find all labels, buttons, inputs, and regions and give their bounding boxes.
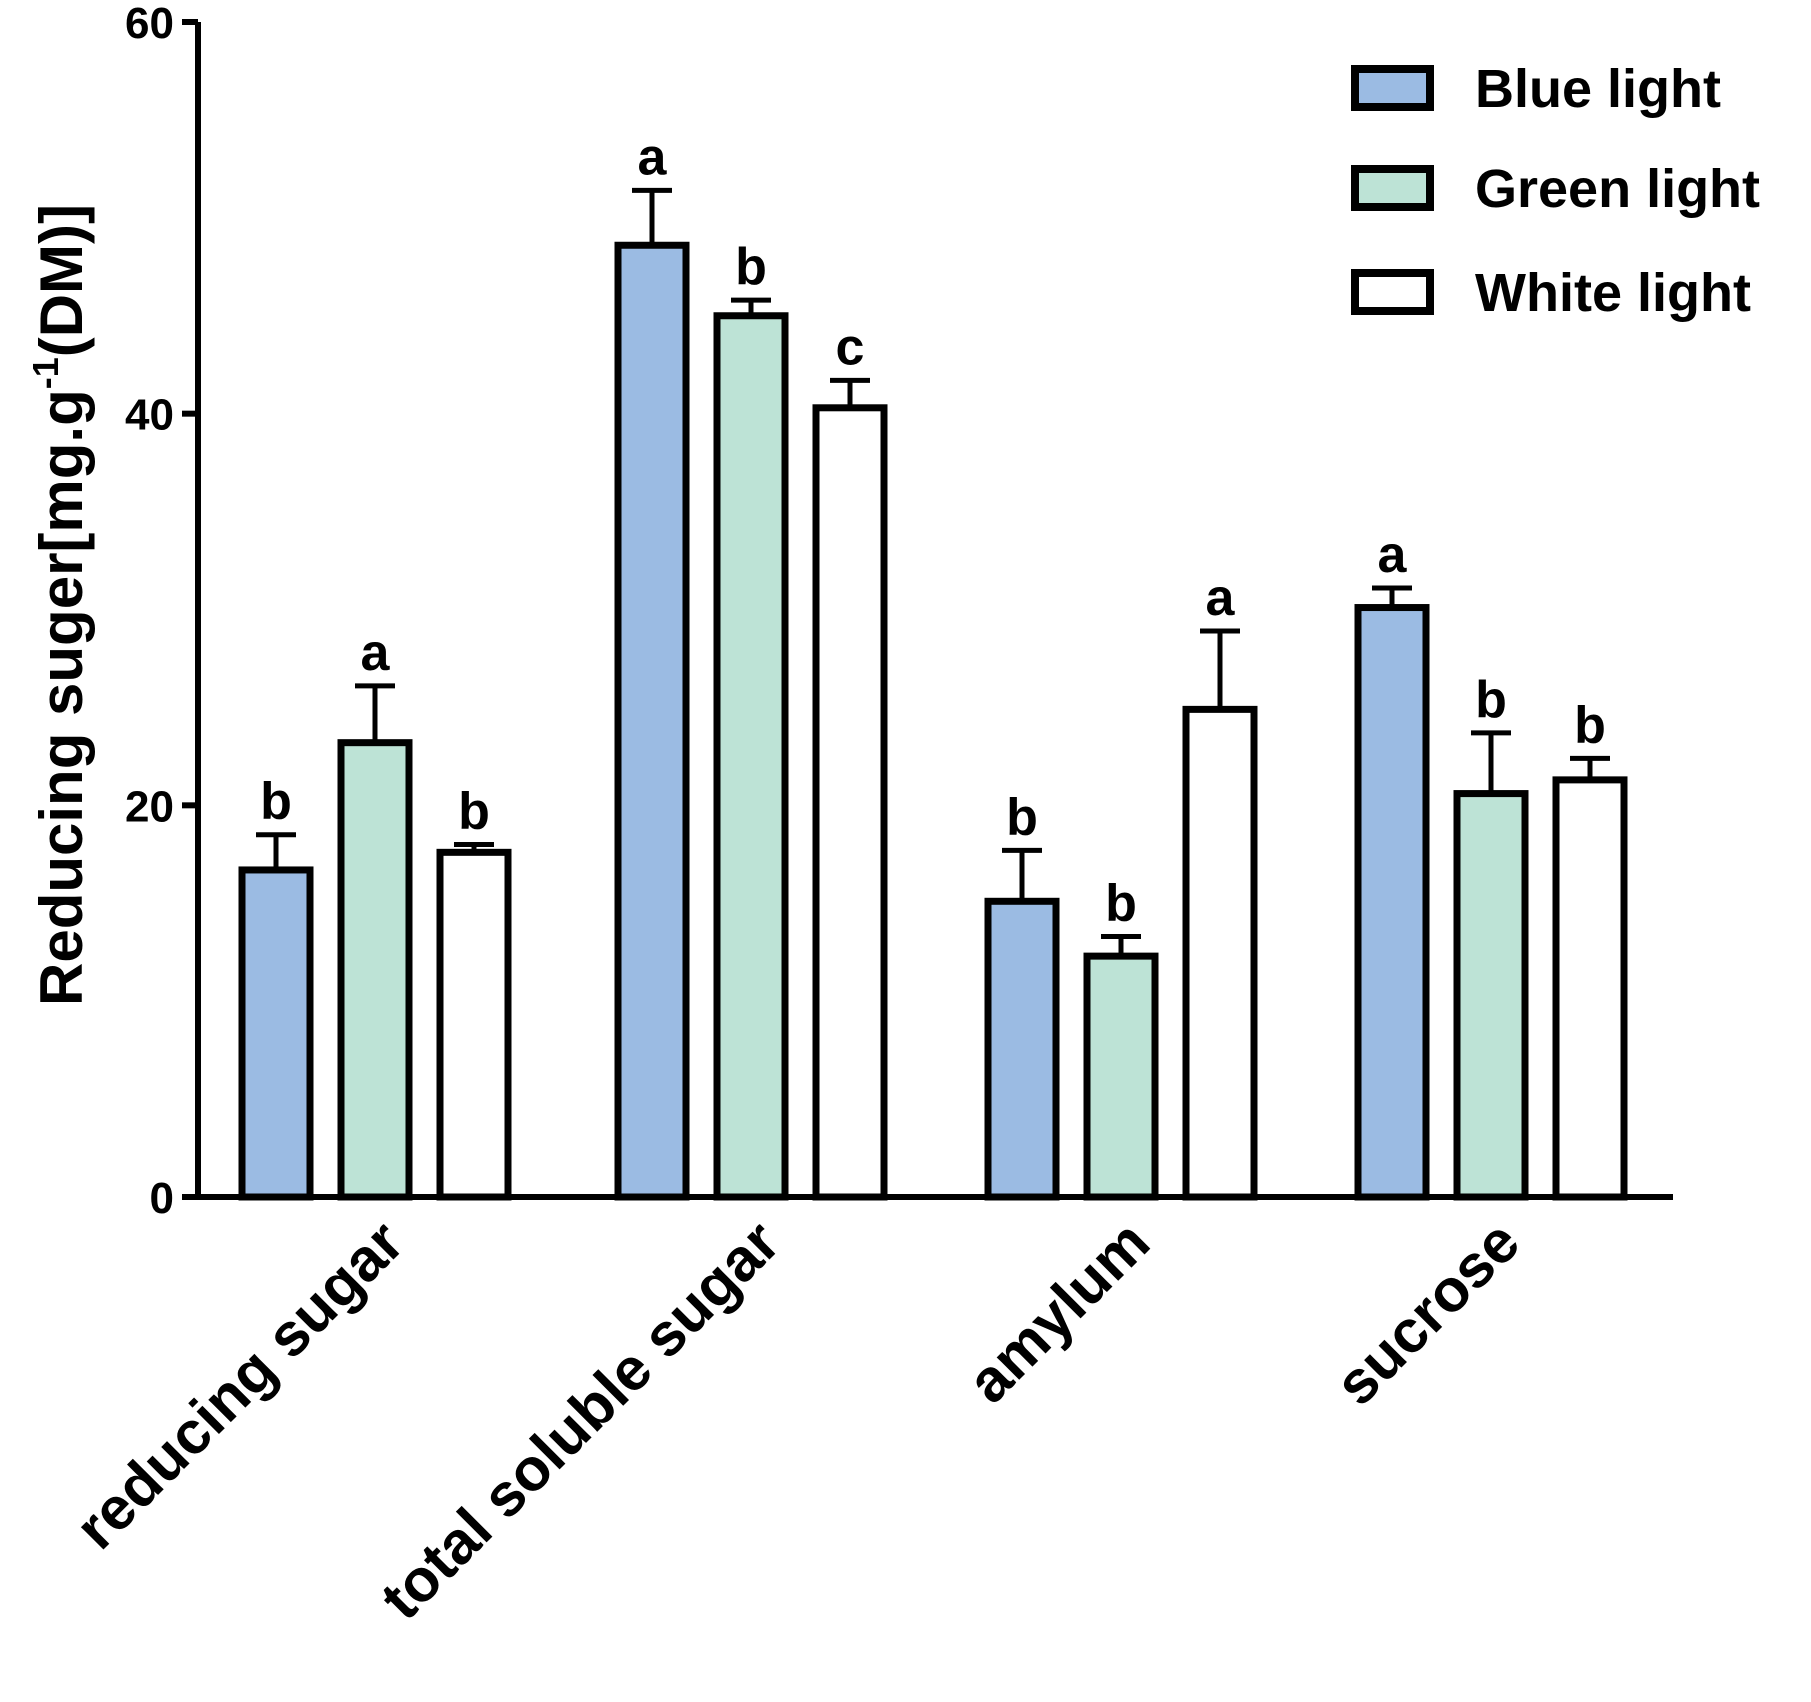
legend-label: Green light	[1475, 159, 1760, 219]
y-axis-label: Reducing suger[mg.g-1(DM)]	[25, 204, 95, 1006]
bar	[1453, 790, 1529, 1201]
significance-letter: c	[836, 318, 865, 376]
bar	[812, 404, 888, 1201]
significance-letter: b	[1475, 671, 1507, 729]
bar	[436, 848, 512, 1201]
significance-letter: a	[1378, 526, 1408, 584]
y-tick-label: 0	[150, 1174, 174, 1223]
x-tick-label: amylum	[954, 1208, 1162, 1416]
y-tick-label: 60	[125, 0, 174, 48]
bar	[1354, 604, 1430, 1201]
significance-letter: b	[1006, 788, 1038, 846]
y-tick-label: 40	[125, 391, 174, 440]
legend-swatch	[1351, 65, 1434, 111]
x-tick-label: total soluble sugar	[368, 1208, 793, 1633]
legend-swatch	[1351, 269, 1434, 315]
significance-letter: a	[638, 128, 668, 186]
significance-letter: a	[1206, 569, 1236, 627]
significance-letter: b	[260, 773, 292, 831]
bar	[713, 312, 789, 1201]
bar	[1182, 705, 1258, 1201]
bars-group: b a b a a b b b b c a b	[238, 128, 1628, 1201]
significance-letter: b	[1105, 875, 1137, 933]
legend-label: Blue light	[1475, 59, 1721, 119]
y-axis-label-main: Reducing suger[mg.g	[28, 389, 95, 1006]
y-tick-label: 20	[125, 782, 174, 831]
legend-label: White light	[1475, 263, 1751, 323]
significance-letter: b	[1574, 696, 1606, 754]
x-tick-label: reducing sugar	[62, 1208, 416, 1562]
significance-letter: b	[735, 238, 767, 296]
significance-letter: b	[458, 783, 490, 841]
y-axis-label-superscript: -1	[25, 357, 66, 389]
bar	[337, 739, 413, 1201]
significance-letter: a	[361, 624, 391, 682]
bar	[238, 866, 314, 1201]
legend-swatch	[1351, 165, 1434, 211]
x-tick-label: sucrose	[1322, 1208, 1532, 1418]
bar	[984, 897, 1060, 1201]
bar	[1083, 952, 1159, 1201]
bar	[1552, 776, 1628, 1201]
bar	[614, 241, 690, 1201]
y-axis-label-tail: (DM)]	[28, 204, 95, 357]
legend: Blue light Green light White light	[1351, 59, 1760, 323]
